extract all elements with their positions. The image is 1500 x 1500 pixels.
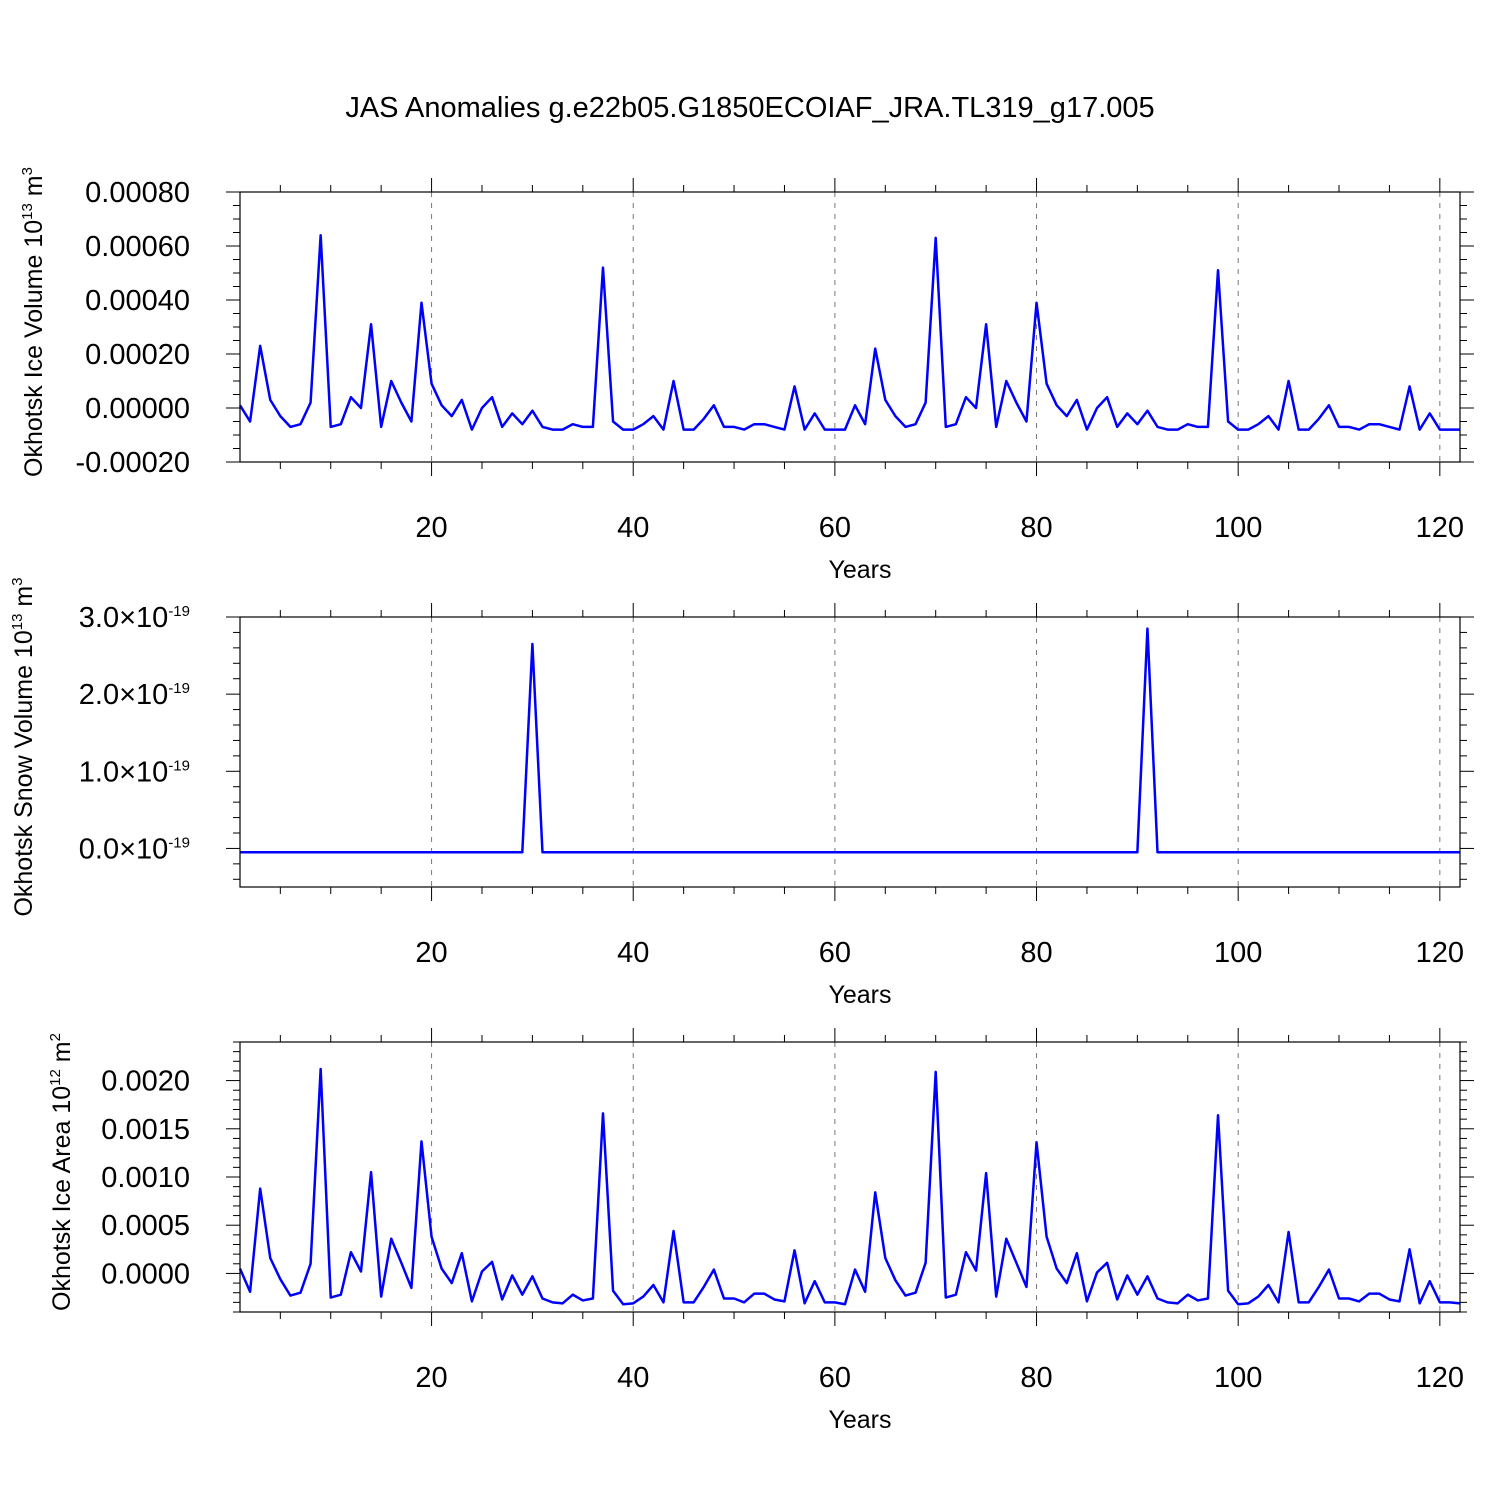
x-tick-label: 120	[1416, 937, 1464, 969]
y-tick-label: 0.00040	[85, 285, 190, 317]
x-tick-label: 100	[1214, 512, 1262, 544]
x-tick-label: 20	[415, 937, 447, 969]
chart-panel-1: 20 40 60 80 100 120 -0.00020 0.00000 0.00020 0.00…	[19, 167, 1474, 584]
y-axis-label: Okhotsk Ice Volume 1013 m3	[19, 167, 48, 477]
x-tick-label: 20	[415, 512, 447, 544]
y-tick-label: -0.00020	[76, 447, 191, 479]
plot-frame	[239, 616, 1461, 888]
x-axis-label: Years	[828, 556, 891, 584]
y-tick-label: 3.0×10-19	[79, 602, 190, 634]
y-tick-label: 0.00080	[85, 177, 190, 209]
y-tick-label: 0.0000	[101, 1258, 190, 1290]
chart-panel-2: 20 40 60 80 100 120 0.0×10-19 1.0×10-19 2.0×10-1…	[9, 577, 1474, 1009]
plot-frame	[239, 191, 1461, 463]
x-tick-label: 120	[1416, 512, 1464, 544]
x-tick-label: 60	[819, 512, 851, 544]
x-axis-label: Years	[828, 1406, 891, 1434]
y-axis-label: Okhotsk Snow Volume 1013 m3	[9, 577, 38, 916]
chart-panel-3: 20 40 60 80 100 120 0.0000 0.0005 0.0010 0.0015 0.…	[47, 1028, 1474, 1434]
y-tick-label: 1.0×10-19	[79, 756, 190, 788]
x-tick-label: 20	[415, 1362, 447, 1394]
y-tick-label: 0.0010	[101, 1162, 190, 1194]
x-tick-label: 100	[1214, 937, 1262, 969]
y-tick-label: 0.00060	[85, 231, 190, 263]
data-series-line	[240, 627, 1460, 854]
y-tick-label: 2.0×10-19	[79, 679, 190, 711]
x-axis-label: Years	[828, 981, 891, 1009]
y-tick-label: 0.00020	[85, 339, 190, 371]
x-tick-label: 40	[617, 1362, 649, 1394]
y-axis-label: Okhotsk Ice Area 1012 m2	[47, 1033, 76, 1311]
y-tick-label: 0.0020	[101, 1066, 190, 1098]
data-series-line	[238, 233, 1460, 431]
y-tick-label: 0.0015	[101, 1114, 190, 1146]
x-tick-label: 100	[1214, 1362, 1262, 1394]
x-tick-label: 80	[1020, 512, 1052, 544]
x-tick-label: 80	[1020, 937, 1052, 969]
x-tick-label: 40	[617, 937, 649, 969]
x-tick-label: 120	[1416, 1362, 1464, 1394]
plot-frame	[239, 1041, 1461, 1313]
y-tick-label: 0.0×10-19	[79, 833, 190, 865]
x-tick-label: 80	[1020, 1362, 1052, 1394]
y-tick-label: 0.0005	[101, 1210, 190, 1242]
data-series-line	[238, 1067, 1461, 1306]
x-tick-label: 40	[617, 512, 649, 544]
y-tick-label: 0.00000	[85, 393, 190, 425]
x-tick-label: 60	[819, 937, 851, 969]
x-tick-label: 60	[819, 1362, 851, 1394]
figure-title: JAS Anomalies g.e22b05.G1850ECOIAF_JRA.T…	[345, 92, 1154, 124]
